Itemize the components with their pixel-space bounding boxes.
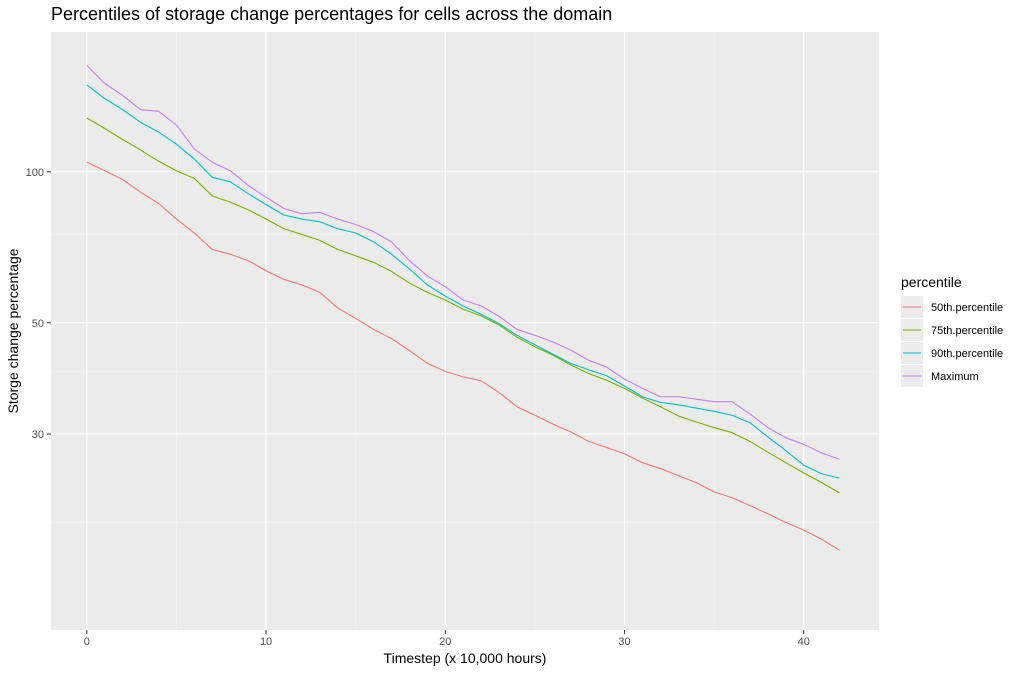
x-tick-label: 40 — [798, 636, 810, 648]
legend-label: 50th.percentile — [931, 302, 1003, 314]
x-axis-title: Timestep (x 10,000 hours) — [384, 650, 547, 666]
legend-label: Maximum — [931, 371, 979, 383]
y-tick-label: 30 — [32, 429, 44, 441]
minor-gridlines — [51, 32, 879, 630]
x-tick-label: 10 — [260, 636, 272, 648]
x-axis-ticks: 0 10 20 30 40 — [84, 630, 810, 648]
x-tick-label: 30 — [618, 636, 630, 648]
y-axis-ticks: 30 50 100 — [26, 167, 51, 441]
legend-item: 75th.percentile — [901, 319, 1003, 341]
y-axis-title: Storge change percentage — [5, 248, 21, 413]
series-line-maximum — [86, 64, 840, 460]
legend-label: 90th.percentile — [931, 348, 1003, 360]
series-line-50th-percentile — [86, 161, 840, 551]
x-tick-label: 0 — [84, 636, 90, 648]
series-lines — [86, 64, 840, 551]
plot-panel — [51, 32, 879, 630]
y-tick-label: 100 — [26, 167, 44, 179]
series-line-90th-percentile — [86, 84, 840, 479]
legend-item: 90th.percentile — [901, 342, 1003, 364]
legend: percentile 50th.percentile 75th.percentil… — [901, 274, 1003, 387]
x-tick-label: 20 — [439, 636, 451, 648]
legend-title: percentile — [901, 274, 962, 290]
major-gridlines — [51, 32, 879, 630]
legend-item: 50th.percentile — [901, 296, 1003, 318]
legend-item: Maximum — [901, 365, 979, 387]
chart-title: Percentiles of storage change percentage… — [51, 4, 612, 24]
y-tick-label: 50 — [32, 318, 44, 330]
legend-label: 75th.percentile — [931, 325, 1003, 337]
series-line-75th-percentile — [86, 117, 840, 494]
